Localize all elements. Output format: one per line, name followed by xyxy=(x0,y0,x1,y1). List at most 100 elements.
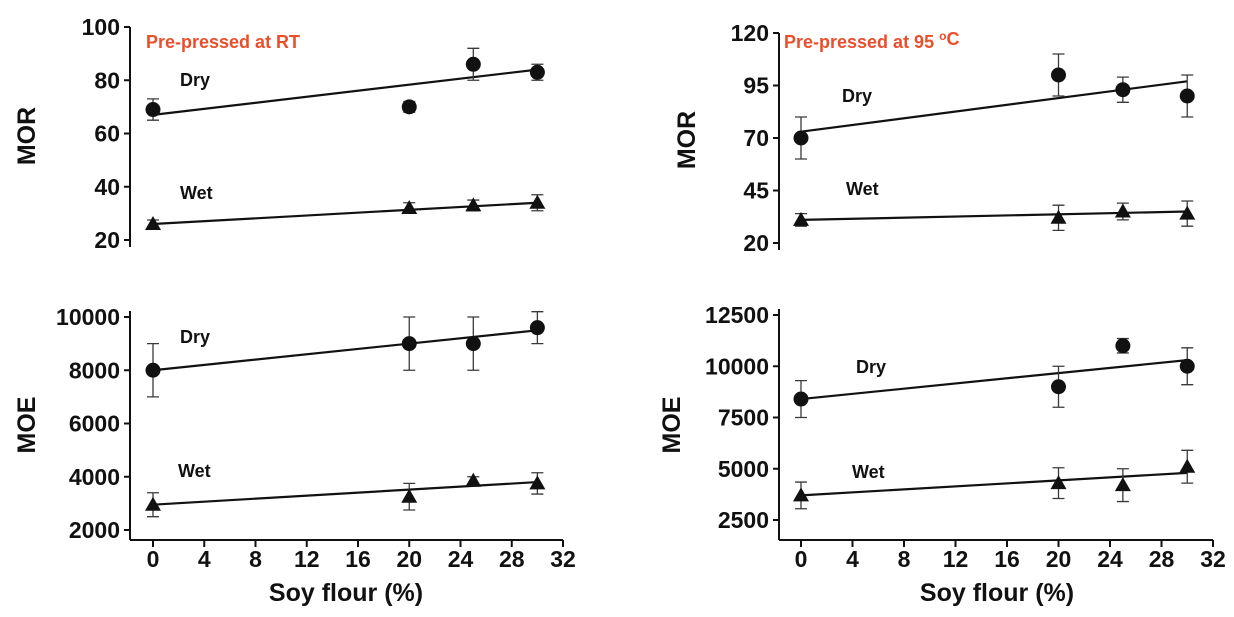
wet-series xyxy=(145,194,546,231)
x-tick-label: 12 xyxy=(294,546,320,572)
wet-point xyxy=(793,211,809,226)
annotation-label: Pre-pressed at RT xyxy=(146,32,300,52)
series-label-wet: Wet xyxy=(178,461,211,481)
y-tick-label: 95 xyxy=(743,73,769,99)
x-tick-label: 0 xyxy=(147,546,160,572)
y-tick-label: 4000 xyxy=(69,464,120,490)
wet-trend-line xyxy=(152,201,538,226)
wet-point xyxy=(465,472,482,487)
y-tick-label: 6000 xyxy=(69,411,120,437)
x-tick-label: 0 xyxy=(795,546,808,572)
y-tick-label: 2000 xyxy=(69,517,120,543)
wet-series xyxy=(793,449,1196,510)
dry-point xyxy=(529,320,545,336)
dry-point xyxy=(1179,88,1195,104)
wet-point xyxy=(529,475,546,490)
dry-point xyxy=(1051,67,1066,83)
wet-point xyxy=(529,194,546,209)
x-tick-label: 28 xyxy=(499,546,525,572)
annotation-suffix: C xyxy=(946,29,959,49)
x-tick-label: 24 xyxy=(1097,546,1123,572)
mor-chart-left: 20 40 60 80 100 MOR Pre-pressed at RT Dry Wet xyxy=(13,14,546,253)
wet-point xyxy=(1050,209,1067,224)
dry-point xyxy=(401,99,417,115)
wet-series xyxy=(145,472,546,518)
series-label-wet: Wet xyxy=(846,179,879,199)
dry-trend-line xyxy=(800,359,1188,401)
series-label-wet: Wet xyxy=(180,183,213,203)
wet-point xyxy=(1179,458,1196,473)
y-tick-label: 2500 xyxy=(718,507,769,533)
x-tick-label: 32 xyxy=(1200,546,1226,572)
dry-point xyxy=(401,336,417,352)
x-tick-label: 28 xyxy=(1149,546,1175,572)
x-tick-label: 4 xyxy=(198,546,211,572)
y-tick-label: 70 xyxy=(743,125,769,151)
dry-point xyxy=(145,362,161,378)
mor-chart-right: 20 45 70 95 120 MOR Pre-pressed at 95 oC Dry Wet xyxy=(673,20,1196,256)
y-tick-label: 45 xyxy=(743,178,769,204)
dry-point xyxy=(793,391,809,407)
y-axis-label: MOR xyxy=(673,111,701,169)
dry-series xyxy=(145,47,545,121)
series-label-dry: Dry xyxy=(842,86,872,106)
series-label-dry: Dry xyxy=(180,70,210,90)
x-tick-label: 20 xyxy=(396,546,422,572)
annotation-text: Pre-pressed at 95 xyxy=(784,32,939,52)
wet-point xyxy=(401,488,418,503)
dry-point xyxy=(1051,379,1066,395)
dry-series xyxy=(793,53,1195,160)
wet-point xyxy=(1050,475,1067,490)
moe-chart-left: 2000 4000 6000 8000 10000 0 4 8 12 16 20 24 28 32 MOE S… xyxy=(13,304,576,607)
y-tick-label: 80 xyxy=(94,67,120,93)
annotation-superscript: o xyxy=(939,29,946,43)
wet-point xyxy=(1114,477,1131,492)
series-label-dry: Dry xyxy=(180,327,210,347)
y-tick-label: 120 xyxy=(731,20,769,46)
x-axis-label: Soy flour (%) xyxy=(920,579,1074,607)
wet-point xyxy=(401,200,418,215)
dry-trend-line xyxy=(152,68,538,116)
y-tick-label: 20 xyxy=(94,227,120,253)
annotation-text: Pre-pressed at RT xyxy=(146,32,300,52)
dry-trend-line xyxy=(152,329,538,372)
wet-point xyxy=(1179,205,1196,220)
wet-point xyxy=(793,487,809,502)
dry-point xyxy=(529,64,545,80)
dry-point xyxy=(793,130,809,146)
dry-series xyxy=(145,311,545,398)
y-tick-label: 10000 xyxy=(705,353,769,379)
x-tick-label: 16 xyxy=(345,546,371,572)
dry-point xyxy=(1115,82,1131,98)
x-tick-label: 4 xyxy=(846,546,859,572)
y-tick-label: 20 xyxy=(743,230,769,256)
dry-point xyxy=(465,336,481,352)
wet-point xyxy=(465,197,482,212)
dry-series xyxy=(793,337,1195,419)
x-tick-label: 16 xyxy=(994,546,1020,572)
dry-point xyxy=(1179,358,1195,374)
y-tick-label: 8000 xyxy=(69,357,120,383)
x-tick-label: 12 xyxy=(943,546,969,572)
wet-point xyxy=(145,496,161,511)
y-tick-label: 10000 xyxy=(56,304,120,330)
y-tick-label: 7500 xyxy=(718,405,769,431)
wet-point xyxy=(145,216,161,231)
x-tick-label: 20 xyxy=(1046,546,1072,572)
annotation-label: Pre-pressed at 95 oC xyxy=(784,29,959,52)
y-tick-label: 100 xyxy=(82,14,120,40)
dry-point xyxy=(145,102,161,118)
y-axis-label: MOR xyxy=(13,107,41,165)
y-tick-label: 5000 xyxy=(718,456,769,482)
x-tick-label: 24 xyxy=(448,546,474,572)
moe-chart-right: 2500 5000 7500 10000 12500 0 4 8 12 16 20 24 28 32 MOE… xyxy=(658,302,1226,607)
x-tick-label: 32 xyxy=(550,546,576,572)
y-axis-label: MOE xyxy=(658,397,686,454)
series-label-dry: Dry xyxy=(856,357,886,377)
y-tick-label: 60 xyxy=(94,121,120,147)
wet-series xyxy=(793,200,1196,232)
x-tick-label: 8 xyxy=(898,546,911,572)
y-axis-label: MOE xyxy=(13,397,41,454)
wet-point xyxy=(1114,203,1131,218)
